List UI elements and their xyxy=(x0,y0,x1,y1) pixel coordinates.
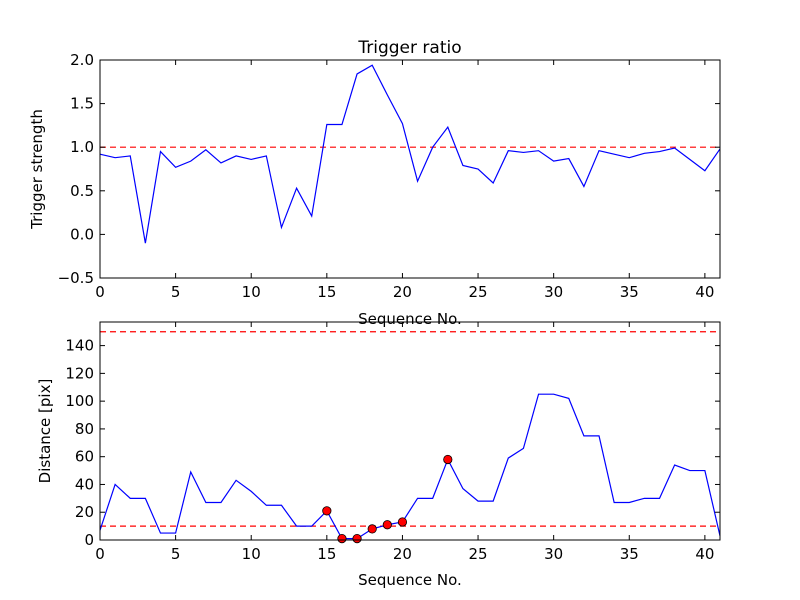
top-x-axis-label: Sequence No. xyxy=(358,310,462,328)
top-xtick-label: 0 xyxy=(95,283,105,301)
bottom-marker-4 xyxy=(382,520,392,530)
bottom-xtick-label: 20 xyxy=(393,545,412,563)
bottom-marker-6 xyxy=(443,454,453,465)
top-series-line xyxy=(99,64,721,244)
bottom-marker-0 xyxy=(322,506,332,516)
top-ytick-label: 2.0 xyxy=(70,51,94,69)
top-xtick-label: 15 xyxy=(317,283,336,301)
top-subplot: 0 5 10 15 20 25 30 35 40 −0.5 0.0 0.5 1.0 1.5 2.0 Trigg… xyxy=(28,38,721,328)
bottom-ytick-label: 80 xyxy=(75,420,94,438)
bottom-marker-3 xyxy=(367,524,377,534)
bottom-marker-5 xyxy=(397,517,408,527)
top-y-axis-label: Trigger strength xyxy=(28,109,46,230)
top-ytick-label: −0.5 xyxy=(58,269,94,287)
top-ytick-label: 0.5 xyxy=(70,182,94,200)
top-xtick-label: 35 xyxy=(620,283,639,301)
bottom-x-axis-label: Sequence No. xyxy=(358,571,462,589)
bottom-ytick-label: 100 xyxy=(65,392,94,410)
bottom-ytick-label: 0 xyxy=(84,531,94,549)
top-ytick-label: 1.5 xyxy=(70,95,94,113)
bottom-ytick-label: 140 xyxy=(65,337,94,355)
bottom-y-axis-label: Distance [pix] xyxy=(36,379,54,484)
bottom-xtick-label: 35 xyxy=(620,545,639,563)
top-xtick-label: 40 xyxy=(695,283,714,301)
bottom-axes-frame xyxy=(99,321,721,541)
top-xtick-label: 20 xyxy=(393,283,412,301)
top-ytick-label: 0.0 xyxy=(70,225,94,243)
bottom-subplot: 0 5 10 15 20 25 30 35 40 0 20 40 60 80 100 120 140 Sequen… xyxy=(36,321,721,589)
bottom-marker-1 xyxy=(337,534,347,544)
bottom-ytick-label: 60 xyxy=(75,448,94,466)
bottom-xtick-label: 30 xyxy=(544,545,563,563)
top-chart-title: Trigger ratio xyxy=(357,38,461,58)
bottom-xtick-label: 5 xyxy=(171,545,181,563)
bottom-xtick-label: 0 xyxy=(95,545,105,563)
bottom-ytick-label: 20 xyxy=(75,503,94,521)
top-xtick-label: 10 xyxy=(242,283,261,301)
top-xtick-label: 25 xyxy=(469,283,488,301)
bottom-ytick-label: 120 xyxy=(65,364,94,382)
bottom-xtick-label: 40 xyxy=(695,545,714,563)
top-xtick-label: 5 xyxy=(171,283,181,301)
bottom-marker-2 xyxy=(352,534,362,544)
top-axes-frame xyxy=(99,59,721,279)
bottom-xtick-label: 10 xyxy=(242,545,261,563)
bottom-series-line xyxy=(99,393,721,540)
bottom-ytick-label: 40 xyxy=(75,475,94,493)
bottom-xtick-label: 25 xyxy=(469,545,488,563)
top-ytick-label: 1.0 xyxy=(70,138,94,156)
top-xtick-label: 30 xyxy=(544,283,563,301)
bottom-xtick-label: 15 xyxy=(317,545,336,563)
